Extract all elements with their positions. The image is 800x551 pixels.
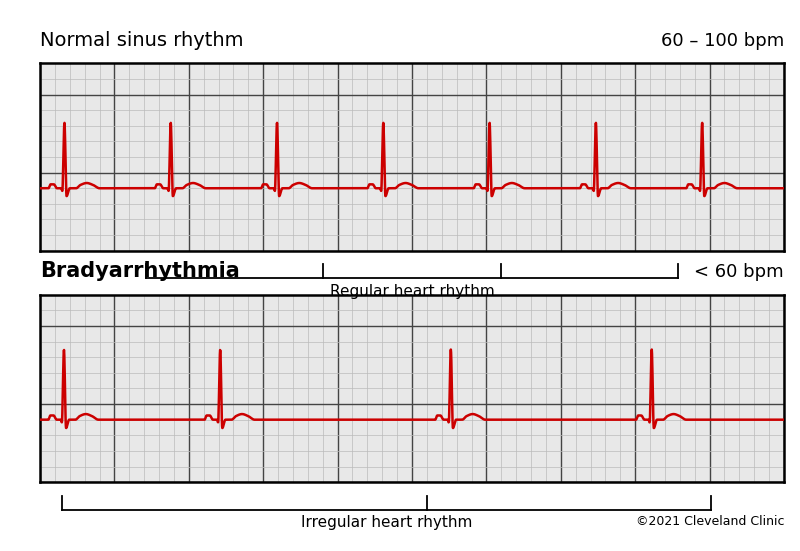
Text: < 60 bpm: < 60 bpm [694,263,784,281]
Text: 60 – 100 bpm: 60 – 100 bpm [661,31,784,50]
Text: Bradyarrhythmia: Bradyarrhythmia [40,261,240,281]
Text: Normal sinus rhythm: Normal sinus rhythm [40,31,243,50]
Text: ©2021 Cleveland Clinic: ©2021 Cleveland Clinic [635,515,784,528]
Text: Irregular heart rhythm: Irregular heart rhythm [301,515,472,530]
Text: Regular heart rhythm: Regular heart rhythm [330,284,494,299]
